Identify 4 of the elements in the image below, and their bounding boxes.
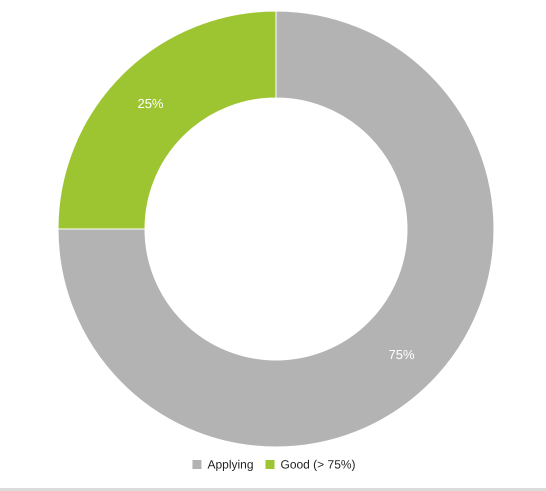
data-label: 25% — [137, 96, 164, 111]
legend-label: Good (> 75%) — [280, 458, 356, 472]
data-label: 75% — [388, 347, 415, 362]
legend-label: Applying — [207, 458, 254, 472]
